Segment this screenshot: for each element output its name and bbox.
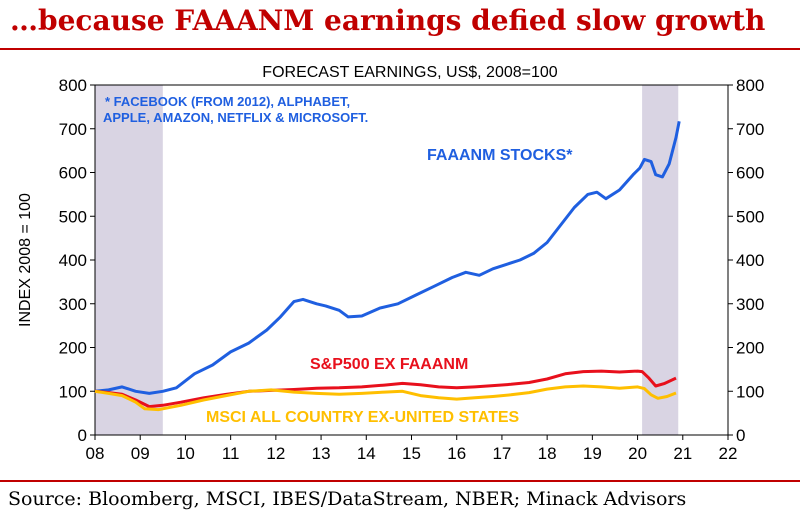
y-tick-label-right: 400: [736, 251, 764, 270]
y-tick-label-right: 200: [736, 339, 764, 358]
x-tick-label: 09: [131, 444, 150, 463]
x-tick-label: 17: [492, 444, 511, 463]
series-line-sp500: [94, 369, 677, 409]
y-tick-label-right: 700: [736, 120, 764, 139]
y-tick-label-right: 0: [736, 426, 745, 445]
chart-title: FORECAST EARNINGS, US$, 2008=100: [262, 64, 557, 81]
plot-border: [94, 84, 729, 436]
headline: …because FAAANM earnings defied slow gro…: [10, 4, 766, 37]
y-tick-label-right: 600: [736, 164, 764, 183]
x-tick-label: 21: [673, 444, 692, 463]
y-tick-label-left: 200: [59, 339, 87, 358]
x-tick-label: 16: [447, 444, 466, 463]
note-line-2: APPLE, AMAZON, NETFLIX & MICROSOFT.: [103, 110, 368, 125]
x-tick-label: 12: [266, 444, 285, 463]
x-tick-label: 11: [222, 444, 240, 463]
x-tick-label: 14: [357, 444, 376, 463]
y-tick-label-left: 400: [59, 251, 87, 270]
x-tick-label: 13: [312, 444, 331, 463]
y-tick-label-left: 800: [59, 76, 87, 95]
x-tick-label: 19: [583, 444, 602, 463]
y-tick-label-right: 100: [736, 382, 764, 401]
series-lines: [94, 121, 681, 412]
recession-bands: [95, 85, 679, 435]
x-tick-label: 15: [402, 444, 421, 463]
headline-rule: [0, 48, 800, 50]
y-tick-label-right: 300: [736, 295, 764, 314]
y-tick-label-right: 800: [736, 76, 764, 95]
source-note: Source: Bloomberg, MSCI, IBES/DataStream…: [8, 488, 687, 510]
plot-frame: [94, 84, 729, 436]
y-tick-label-right: 500: [736, 207, 764, 226]
y-tick-label-left: 100: [59, 382, 87, 401]
y-tick-label-left: 600: [59, 164, 87, 183]
recession-band-1: [95, 85, 163, 435]
x-tick-label: 08: [86, 444, 105, 463]
series-line-msci: [94, 384, 677, 412]
series-line-faaanm: [94, 121, 681, 395]
y-axis-label: INDEX 2008 = 100: [17, 193, 34, 327]
x-tick-label: 10: [176, 444, 195, 463]
series-label-sp500: S&P500 EX FAAANM: [310, 356, 468, 373]
note-line-1: * FACEBOOK (FROM 2012), ALPHABET,: [105, 94, 350, 109]
y-tick-label-left: 300: [59, 295, 87, 314]
series-label-faaanm: FAAANM STOCKS*: [427, 147, 573, 164]
footer-rule: [0, 480, 800, 482]
y-tick-label-left: 700: [59, 120, 87, 139]
series-label-msci: MSCI ALL COUNTRY EX-UNITED STATES: [206, 409, 520, 426]
y-tick-label-left: 0: [78, 426, 87, 445]
y-tick-label-left: 500: [59, 207, 87, 226]
recession-band-2: [642, 85, 679, 435]
x-tick-label: 20: [628, 444, 647, 463]
x-tick-label: 22: [719, 444, 738, 463]
x-tick-label: 18: [538, 444, 557, 463]
